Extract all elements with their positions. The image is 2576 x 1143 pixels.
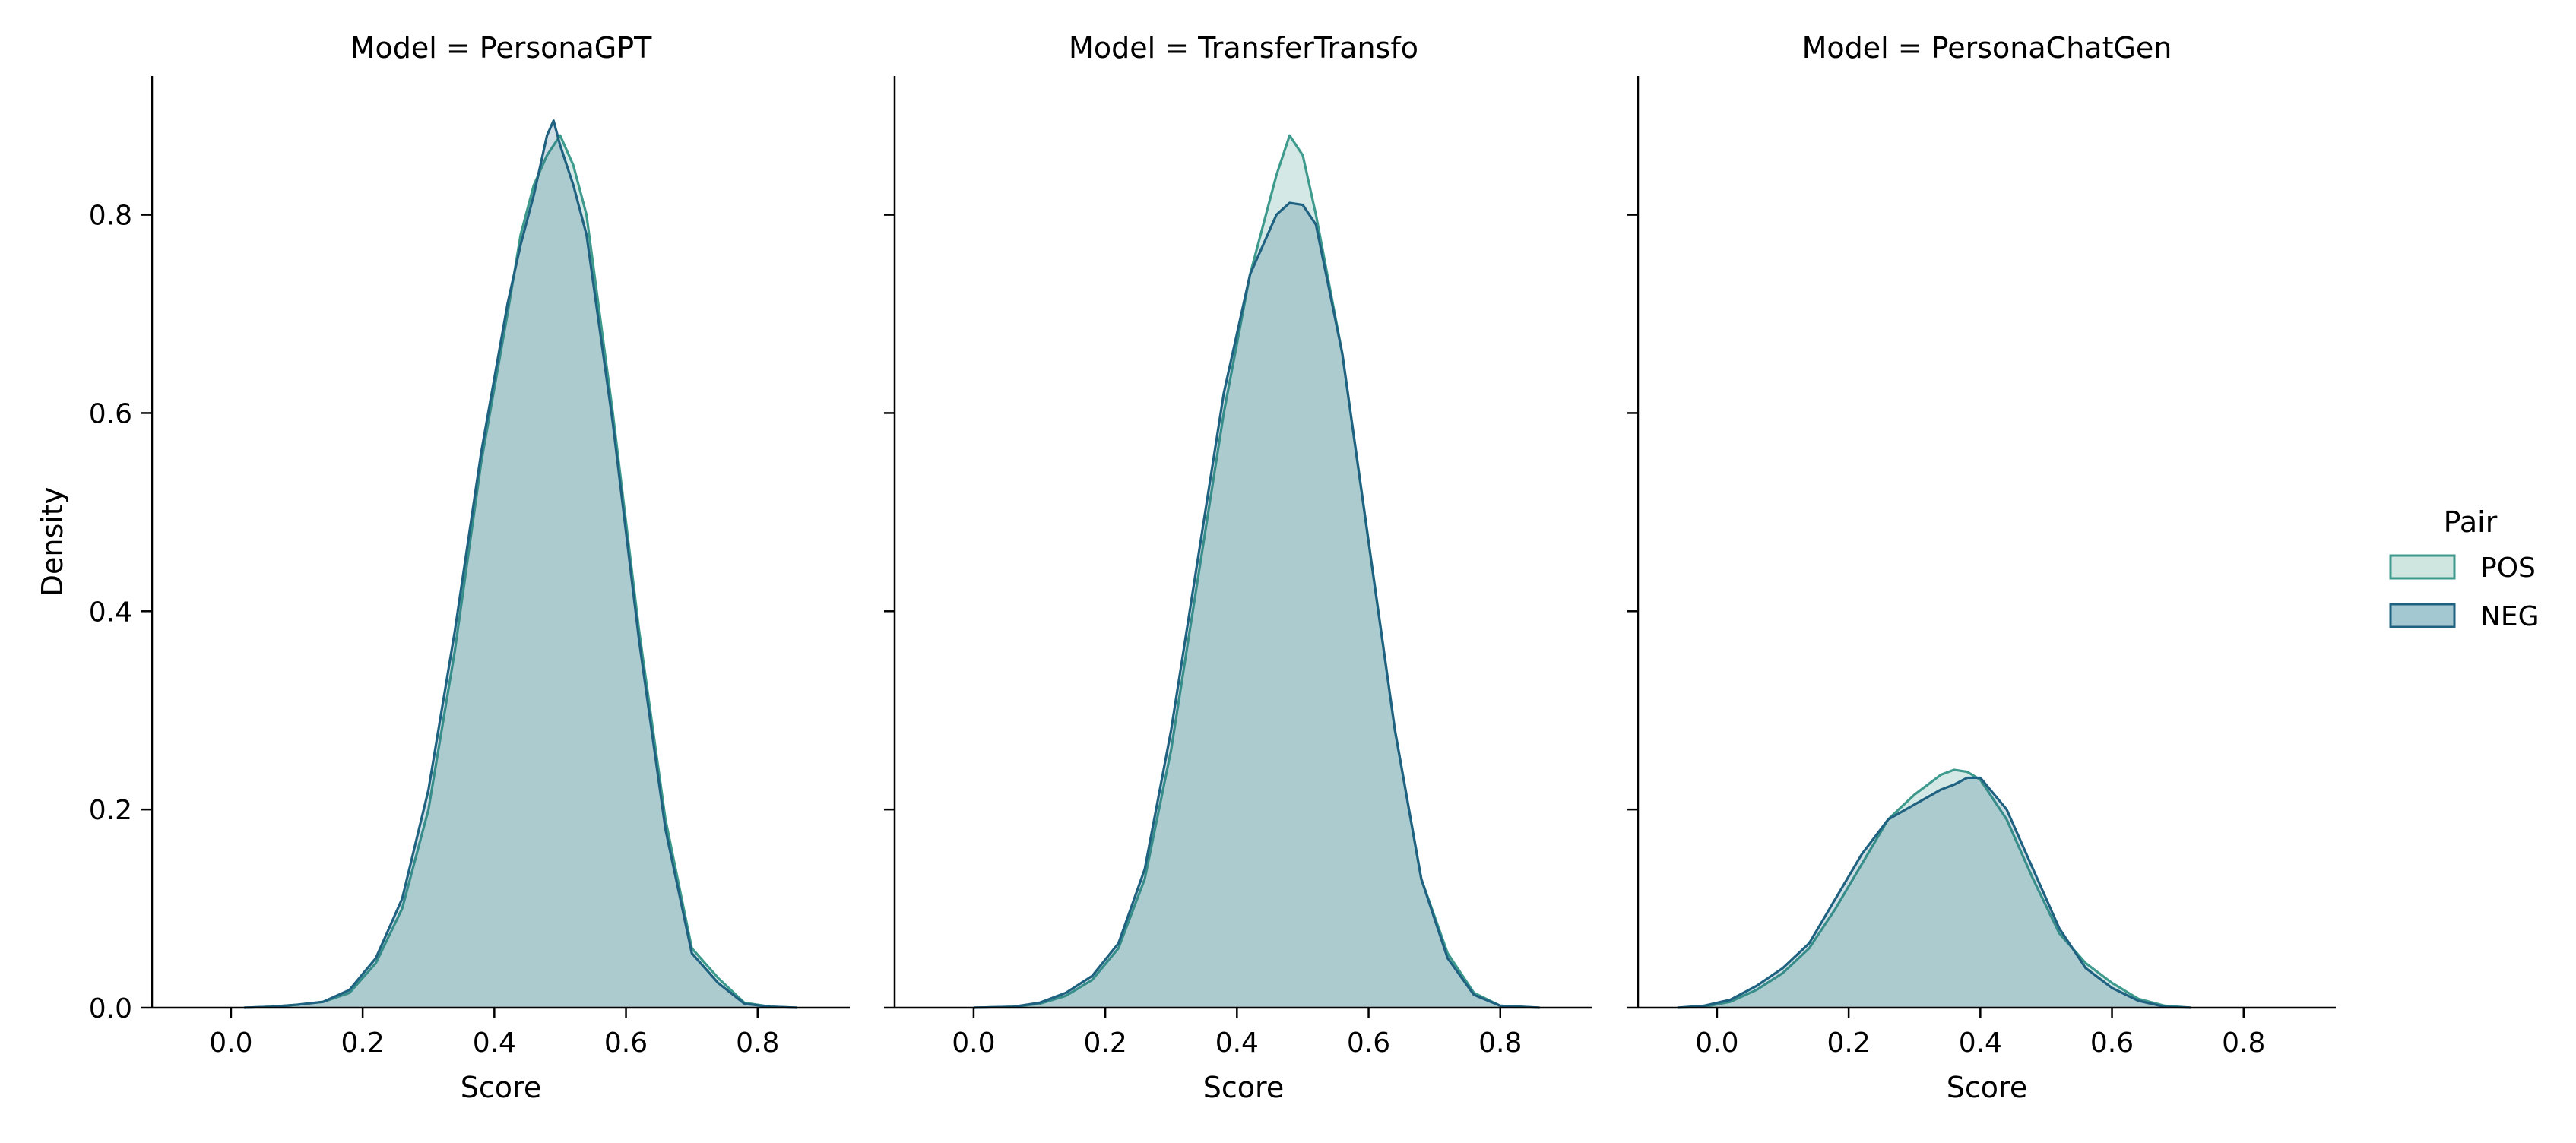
x-tick-label: 0.6 [604, 1027, 648, 1059]
series-area-neg [973, 202, 1540, 1008]
y-tick-label: 0.8 [89, 201, 132, 232]
series-area-pos [973, 135, 1540, 1008]
facet-panel-2: 0.0 0.2 0.4 0.6 0.8 Model = TransferTransfo Sc… [884, 31, 1592, 1104]
x-axis-label: Score [1947, 1071, 2027, 1104]
x-tick-label: 0.0 [952, 1027, 995, 1059]
x-tick-label: 0.0 [209, 1027, 252, 1059]
x-tick-label: 0.8 [2222, 1027, 2265, 1059]
x-tick-label: 0.4 [1959, 1027, 2002, 1059]
facet-panel-3: 0.0 0.2 0.4 0.6 0.8 Model = PersonaChatGen Sco… [1627, 31, 2336, 1104]
y-axis-label: Density [36, 487, 69, 597]
y-tick-label: 0.0 [89, 993, 132, 1024]
x-tick-label: 0.6 [1347, 1027, 1390, 1059]
x-tick-label: 0.6 [2090, 1027, 2134, 1059]
legend-swatch-pos [2389, 554, 2456, 580]
series-area-neg [244, 120, 797, 1008]
series-line-pos [1677, 768, 2191, 1009]
legend-label-neg: NEG [2480, 601, 2540, 632]
facet-title: Model = PersonaGPT [350, 31, 652, 65]
x-tick-label: 0.2 [341, 1027, 384, 1059]
series-line-neg [973, 201, 1540, 1009]
x-tick-label: 0.8 [1478, 1027, 1522, 1059]
legend-label-pos: POS [2480, 553, 2536, 584]
x-tick-label: 0.0 [1695, 1027, 1738, 1059]
facet-title: Model = TransferTransfo [1069, 31, 1418, 65]
series-line-neg [244, 119, 797, 1009]
series-line-neg [1677, 776, 2191, 1009]
legend: Pair POS NEG [2389, 505, 2540, 632]
x-tick-label: 0.2 [1827, 1027, 1870, 1059]
legend-title: Pair [2444, 505, 2498, 539]
x-tick-label: 0.4 [473, 1027, 516, 1059]
x-axis-label: Score [1203, 1071, 1284, 1104]
x-tick-label: 0.2 [1083, 1027, 1126, 1059]
legend-swatch-neg [2389, 603, 2456, 628]
y-tick-label: 0.4 [89, 597, 132, 628]
y-tick-label: 0.6 [89, 398, 132, 429]
y-tick-label: 0.2 [89, 795, 132, 826]
series-area-pos [1677, 769, 2191, 1008]
facet-panel-1: 0.0 0.2 0.4 0.6 0.8 0.0 0.2 0.4 0.6 0.8 Model = Pe… [36, 31, 850, 1104]
series-area-neg [1677, 777, 2191, 1008]
facet-title: Model = PersonaChatGen [1802, 31, 2172, 65]
x-tick-label: 0.8 [736, 1027, 779, 1059]
x-axis-label: Score [461, 1071, 541, 1104]
x-tick-label: 0.4 [1215, 1027, 1259, 1059]
